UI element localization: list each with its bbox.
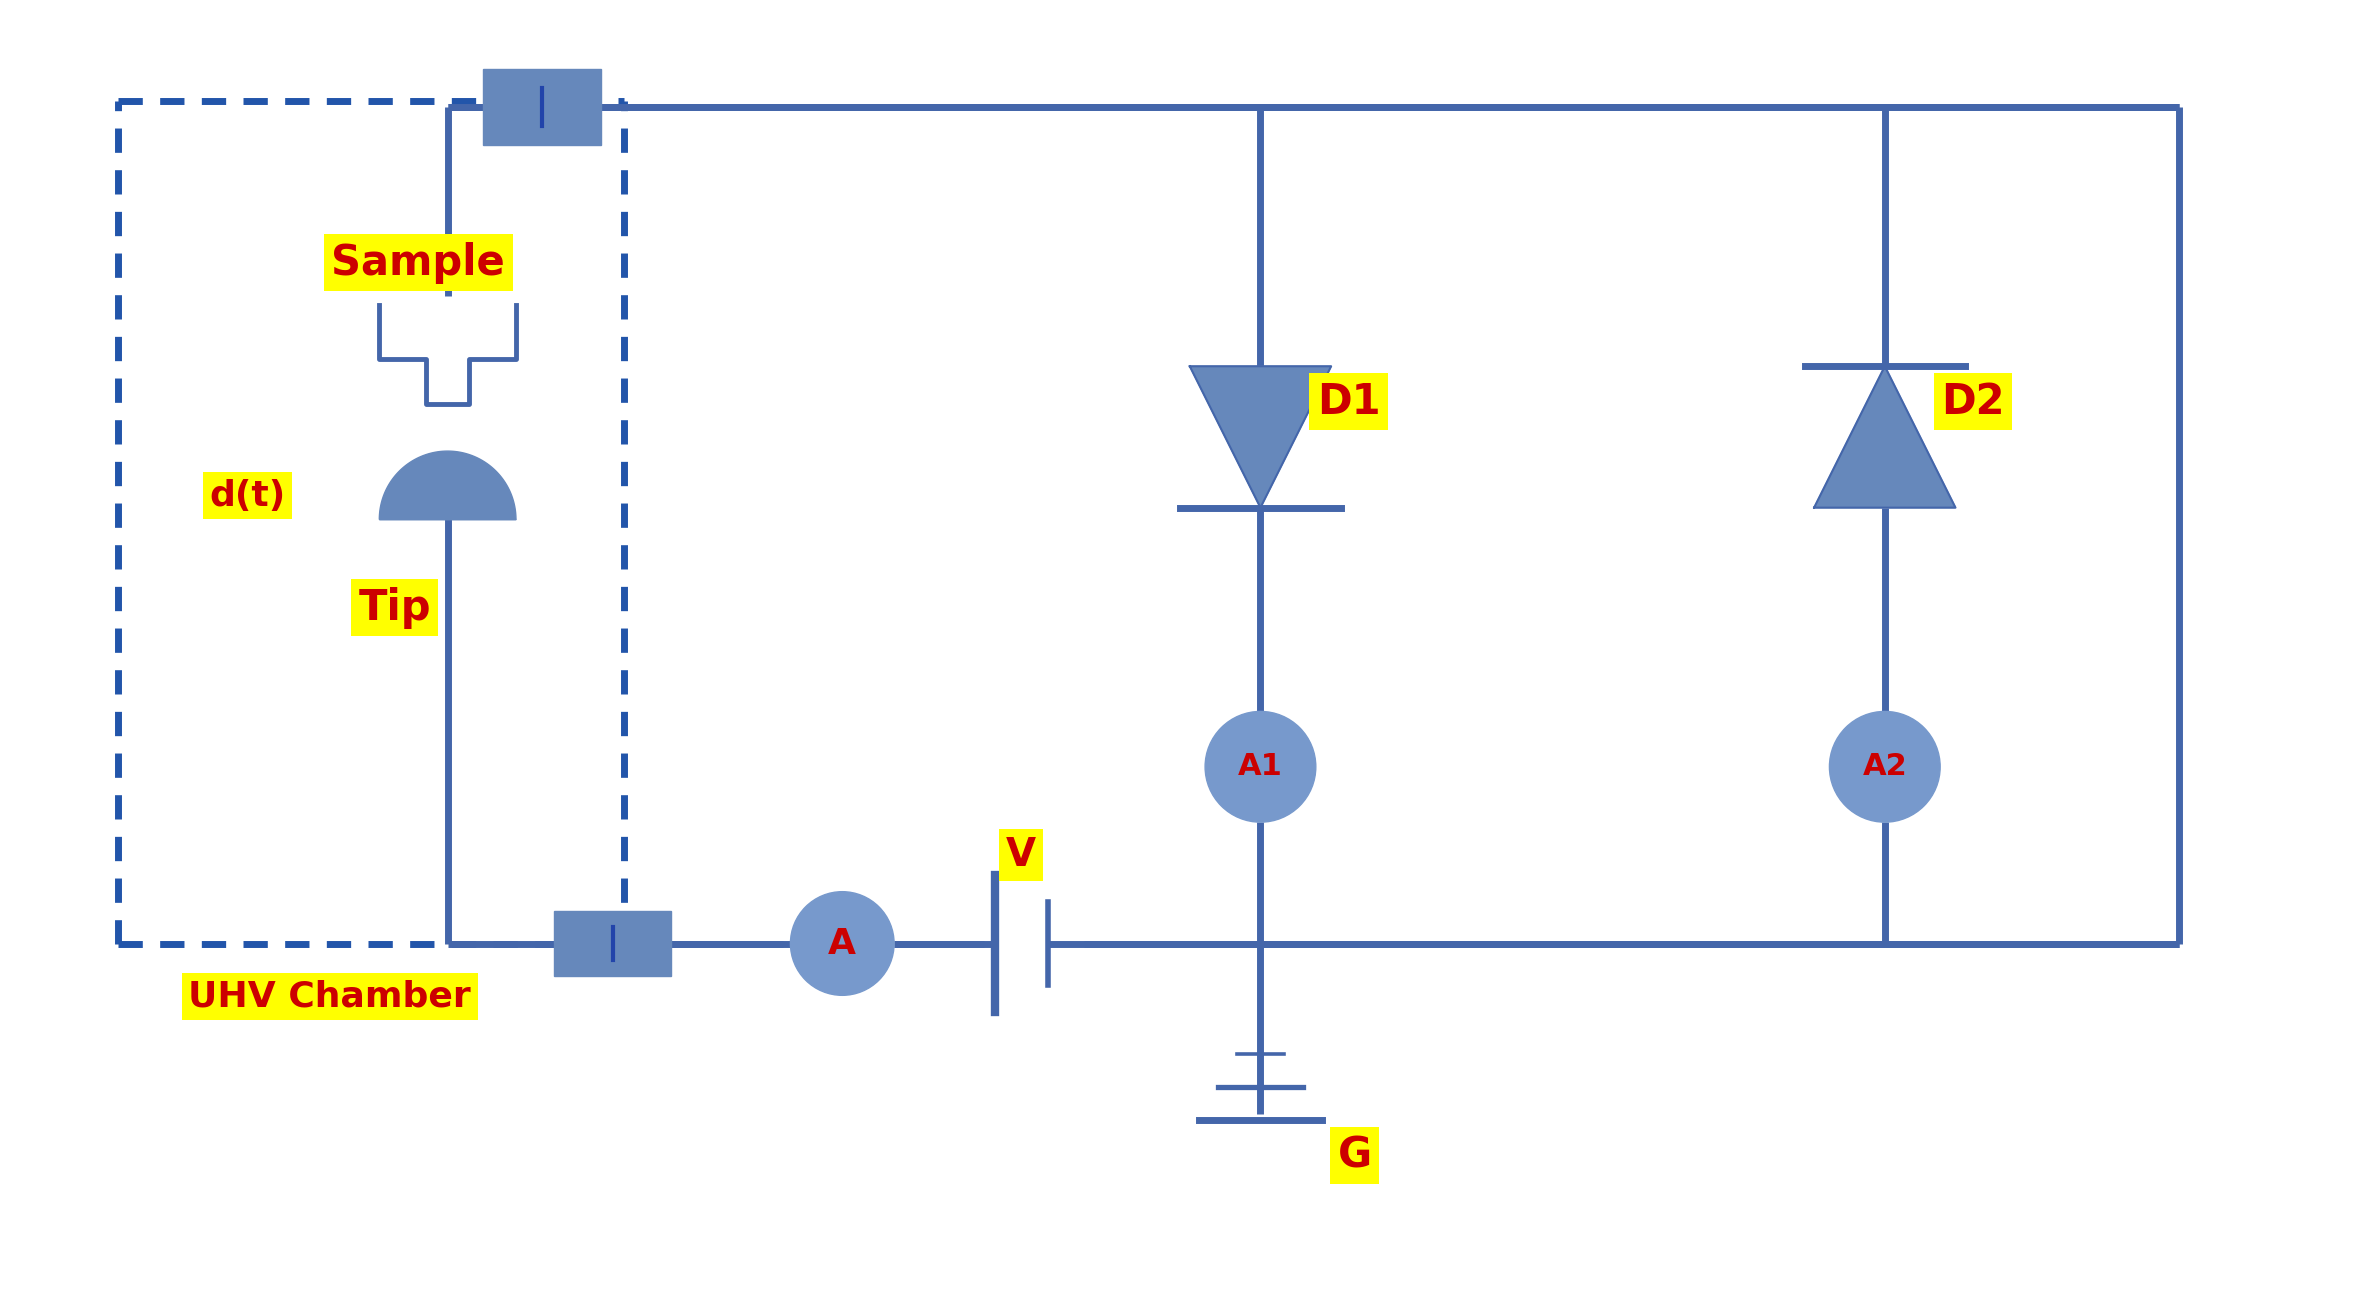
Text: Tip: Tip [358,587,431,628]
Text: A1: A1 [1237,753,1284,781]
Text: A2: A2 [1864,753,1906,781]
Text: D1: D1 [1317,380,1381,423]
Circle shape [1206,711,1315,822]
Text: V: V [1006,836,1037,874]
Polygon shape [379,452,516,519]
Circle shape [792,892,895,996]
Text: UHV Chamber: UHV Chamber [188,980,471,1014]
Bar [483,69,601,145]
Text: G: G [1338,1134,1371,1176]
Text: d(t): d(t) [210,479,285,513]
Text: D2: D2 [1941,380,2005,423]
Bar [554,911,671,976]
Text: A: A [829,927,855,961]
Polygon shape [1814,366,1955,508]
Polygon shape [1190,366,1331,508]
Text: Sample: Sample [332,241,504,284]
Circle shape [1831,711,1941,822]
